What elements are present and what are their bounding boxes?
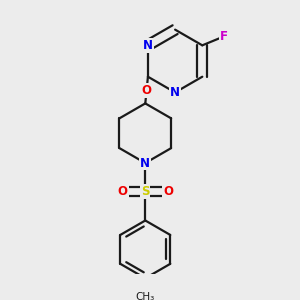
Text: O: O [142, 84, 152, 97]
Text: O: O [118, 185, 128, 198]
Text: N: N [140, 157, 150, 169]
Text: CH₃: CH₃ [136, 292, 155, 300]
Text: S: S [141, 185, 149, 198]
Text: N: N [143, 39, 153, 52]
Text: N: N [170, 86, 180, 99]
Text: F: F [220, 30, 228, 43]
Text: O: O [163, 185, 173, 198]
